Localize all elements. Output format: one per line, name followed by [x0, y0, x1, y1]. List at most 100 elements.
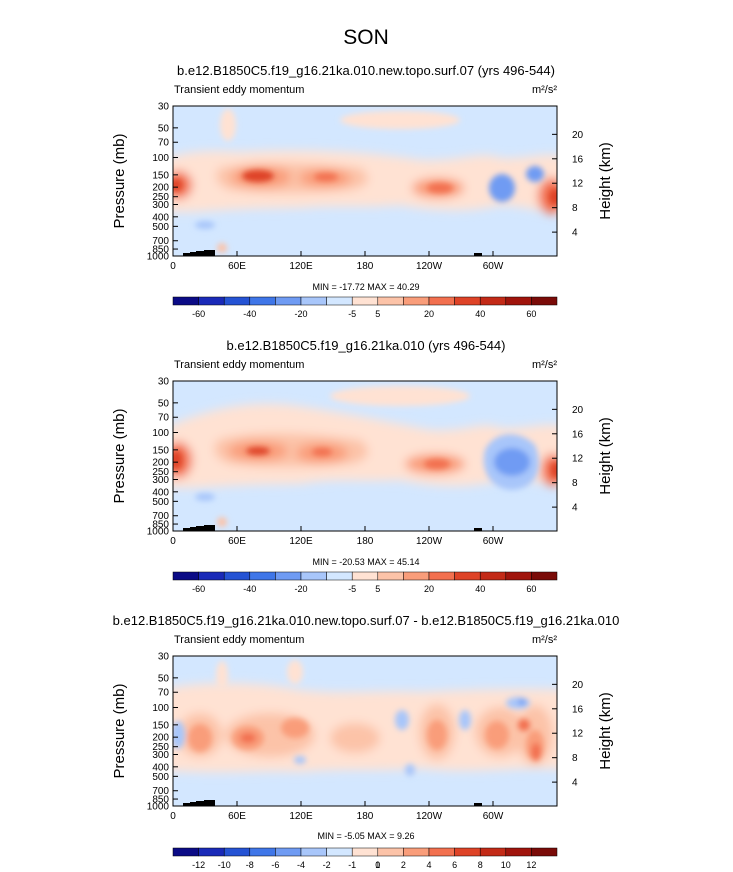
panel-3-colorbar: -12 -10 -8 -6 -4 -2 -1 01 2 4 6 8 10 12 — [172, 847, 558, 870]
panel-3-pressure-tick-label: 70 — [158, 688, 170, 699]
panel-1-colorbar-box — [505, 296, 532, 306]
panel-1-pressure-tick-label: 70 — [158, 138, 170, 149]
panel-2-colorbar-label: 20 — [424, 584, 434, 594]
panel-2-lon-tick-label: 0 — [170, 536, 176, 547]
panel-3-colorbar-box — [223, 847, 251, 857]
panel-3-lon-tick-label: 180 — [357, 811, 374, 822]
panel-3-colorbar-box — [249, 847, 276, 857]
panel-3: b.e12.B1850C5.f19_g16.21ka.010.new.topo.… — [111, 613, 619, 870]
panel-3-terrain — [183, 800, 482, 806]
panel-3-colorbar-label: -10 — [218, 860, 231, 870]
panel-2-colorbar-label: 5 — [375, 584, 380, 594]
panel-2-colorbar-box — [300, 571, 327, 581]
panel-2-pressure-tick-label: 30 — [158, 377, 170, 388]
panel-2-pressure-tick-label: 300 — [152, 475, 169, 486]
panel-2: b.e12.B1850C5.f19_g16.21ka.010 (yrs 496-… — [111, 338, 614, 594]
panel-2-colorbar-label: 60 — [526, 584, 536, 594]
panel-1-pressure-tick-label: 150 — [152, 170, 169, 181]
panel-3-lon-tick-label: 60W — [483, 811, 504, 822]
panel-2-contour-pos-strat — [330, 386, 470, 406]
panel-2-pressure-tick-label: 250 — [152, 467, 169, 478]
panel-1-ylabel-right: Height (km) — [597, 142, 614, 220]
panel-1-colorbar-label: 60 — [526, 309, 536, 319]
panel-1-pressure-tick-label: 30 — [158, 102, 170, 113]
panel-2-stats: MIN = -20.53 MAX = 45.14 — [312, 557, 419, 567]
panel-1-colorbar-label: 20 — [424, 309, 434, 319]
panel-2-lon-tick-label: 180 — [357, 536, 374, 547]
panel-2-lon-tick-label: 60E — [228, 536, 246, 547]
panel-3-pressure-tick-label: 100 — [152, 703, 169, 714]
panel-3-pressure-tick-label: 150 — [152, 720, 169, 731]
panel-1-pressure-tick-label: 200 — [152, 183, 169, 194]
panel-3-colorbar-box — [403, 847, 430, 857]
panel-3-colorbar-label: 8 — [478, 860, 483, 870]
panel-2-units-label: m²/s² — [532, 359, 557, 371]
panel-3-contour-neg-g — [405, 764, 415, 776]
panel-1-units-label: m²/s² — [532, 84, 557, 96]
panel-1-colorbar-label: 5 — [375, 309, 380, 319]
panel-3-lon-tick-label: 60E — [228, 811, 246, 822]
panel-2-colorbar-label: -60 — [192, 584, 205, 594]
panel-1-contour-core-e — [549, 189, 557, 205]
panel-2-colorbar-box — [326, 571, 353, 581]
panel-1: b.e12.B1850C5.f19_g16.21ka.010.new.topo.… — [111, 63, 614, 319]
panel-2-pressure-tick-label: 50 — [158, 398, 170, 409]
panel-3-colorbar-label: -4 — [297, 860, 305, 870]
panel-1-field — [173, 106, 557, 256]
panel-3-lon-tick-label: 120E — [289, 811, 313, 822]
panel-3-variable-label: Transient eddy momentum — [174, 634, 304, 646]
panel-1-colorbar-box — [351, 296, 379, 306]
panel-2-colorbar-box — [172, 571, 199, 581]
panel-1-lon-tick-label: 120W — [416, 261, 443, 272]
panel-2-colorbar-label: -20 — [294, 584, 307, 594]
panel-1-pressure-tick-label: 250 — [152, 192, 169, 203]
panel-2-contour-pos-low — [217, 517, 227, 527]
panel-1-height-tick-label: 20 — [572, 130, 584, 141]
panel-3-contour-pos-c — [330, 723, 380, 753]
panel-1-colorbar-box — [377, 296, 404, 306]
panel-1-height-tick-label: 12 — [572, 179, 584, 190]
panel-1-contour-neg-b — [526, 166, 544, 182]
panel-1-colorbar-box — [326, 296, 353, 306]
panel-3-colorbar-box — [326, 847, 353, 857]
panel-3-colorbar-label: 0 — [375, 860, 380, 870]
panel-2-colorbar-box — [479, 571, 507, 581]
panel-2-contour-core-b — [312, 448, 332, 456]
panel-1-lon-tick-label: 180 — [357, 261, 374, 272]
panel-3-contour-neg-f — [294, 756, 306, 764]
panel-1-colorbar: -60 -40 -20 -5 5 20 40 60 — [172, 296, 558, 319]
panel-2-pressure-tick-label: 700 — [152, 511, 169, 522]
panel-1-colorbar-box — [454, 296, 481, 306]
panel-2-contour-core-c — [424, 459, 450, 469]
panel-3-colorbar-label: 2 — [401, 860, 406, 870]
panel-2-colorbar-label: 40 — [475, 584, 485, 594]
panel-1-pressure-tick-label: 400 — [152, 212, 169, 223]
panel-2-height-tick-label: 16 — [572, 429, 584, 440]
panel-3-colorbar-label: -1 — [348, 860, 356, 870]
panel-3-contour-mid-a — [188, 724, 212, 752]
panel-3-contour-core-b — [518, 719, 530, 731]
panel-1-pressure-tick-label: 1000 — [147, 252, 170, 263]
panel-1-contour-core-c — [427, 183, 453, 193]
panel-2-lon-tick-label: 120W — [416, 536, 443, 547]
panel-1-colorbar-box — [172, 296, 199, 306]
panel-3-colorbar-box — [351, 847, 379, 857]
panel-2-colorbar-box — [249, 571, 276, 581]
panel-2-lon-tick-label: 60W — [483, 536, 504, 547]
panel-1-height-tick-label: 8 — [572, 203, 578, 214]
panel-3-colorbar-box — [479, 847, 507, 857]
panel-2-pressure-tick-label: 850 — [152, 520, 169, 531]
panel-2-contour-core-d — [173, 451, 182, 469]
panel-2-title: b.e12.B1850C5.f19_g16.21ka.010 (yrs 496-… — [227, 338, 506, 353]
panel-2-field — [173, 381, 557, 531]
panel-2-colorbar-label: -40 — [243, 584, 256, 594]
panel-2-colorbar-box — [275, 571, 302, 581]
panel-1-pressure-tick-label: 50 — [158, 123, 170, 134]
panel-1-contour-pos-d — [173, 171, 192, 199]
panel-1-lon-tick-label: 60E — [228, 261, 246, 272]
panel-3-lon-tick-label: 120W — [416, 811, 443, 822]
panel-2-variable-label: Transient eddy momentum — [174, 359, 304, 371]
panel-1-contour-core-d — [173, 179, 182, 191]
panel-2-colorbar-box — [505, 571, 532, 581]
